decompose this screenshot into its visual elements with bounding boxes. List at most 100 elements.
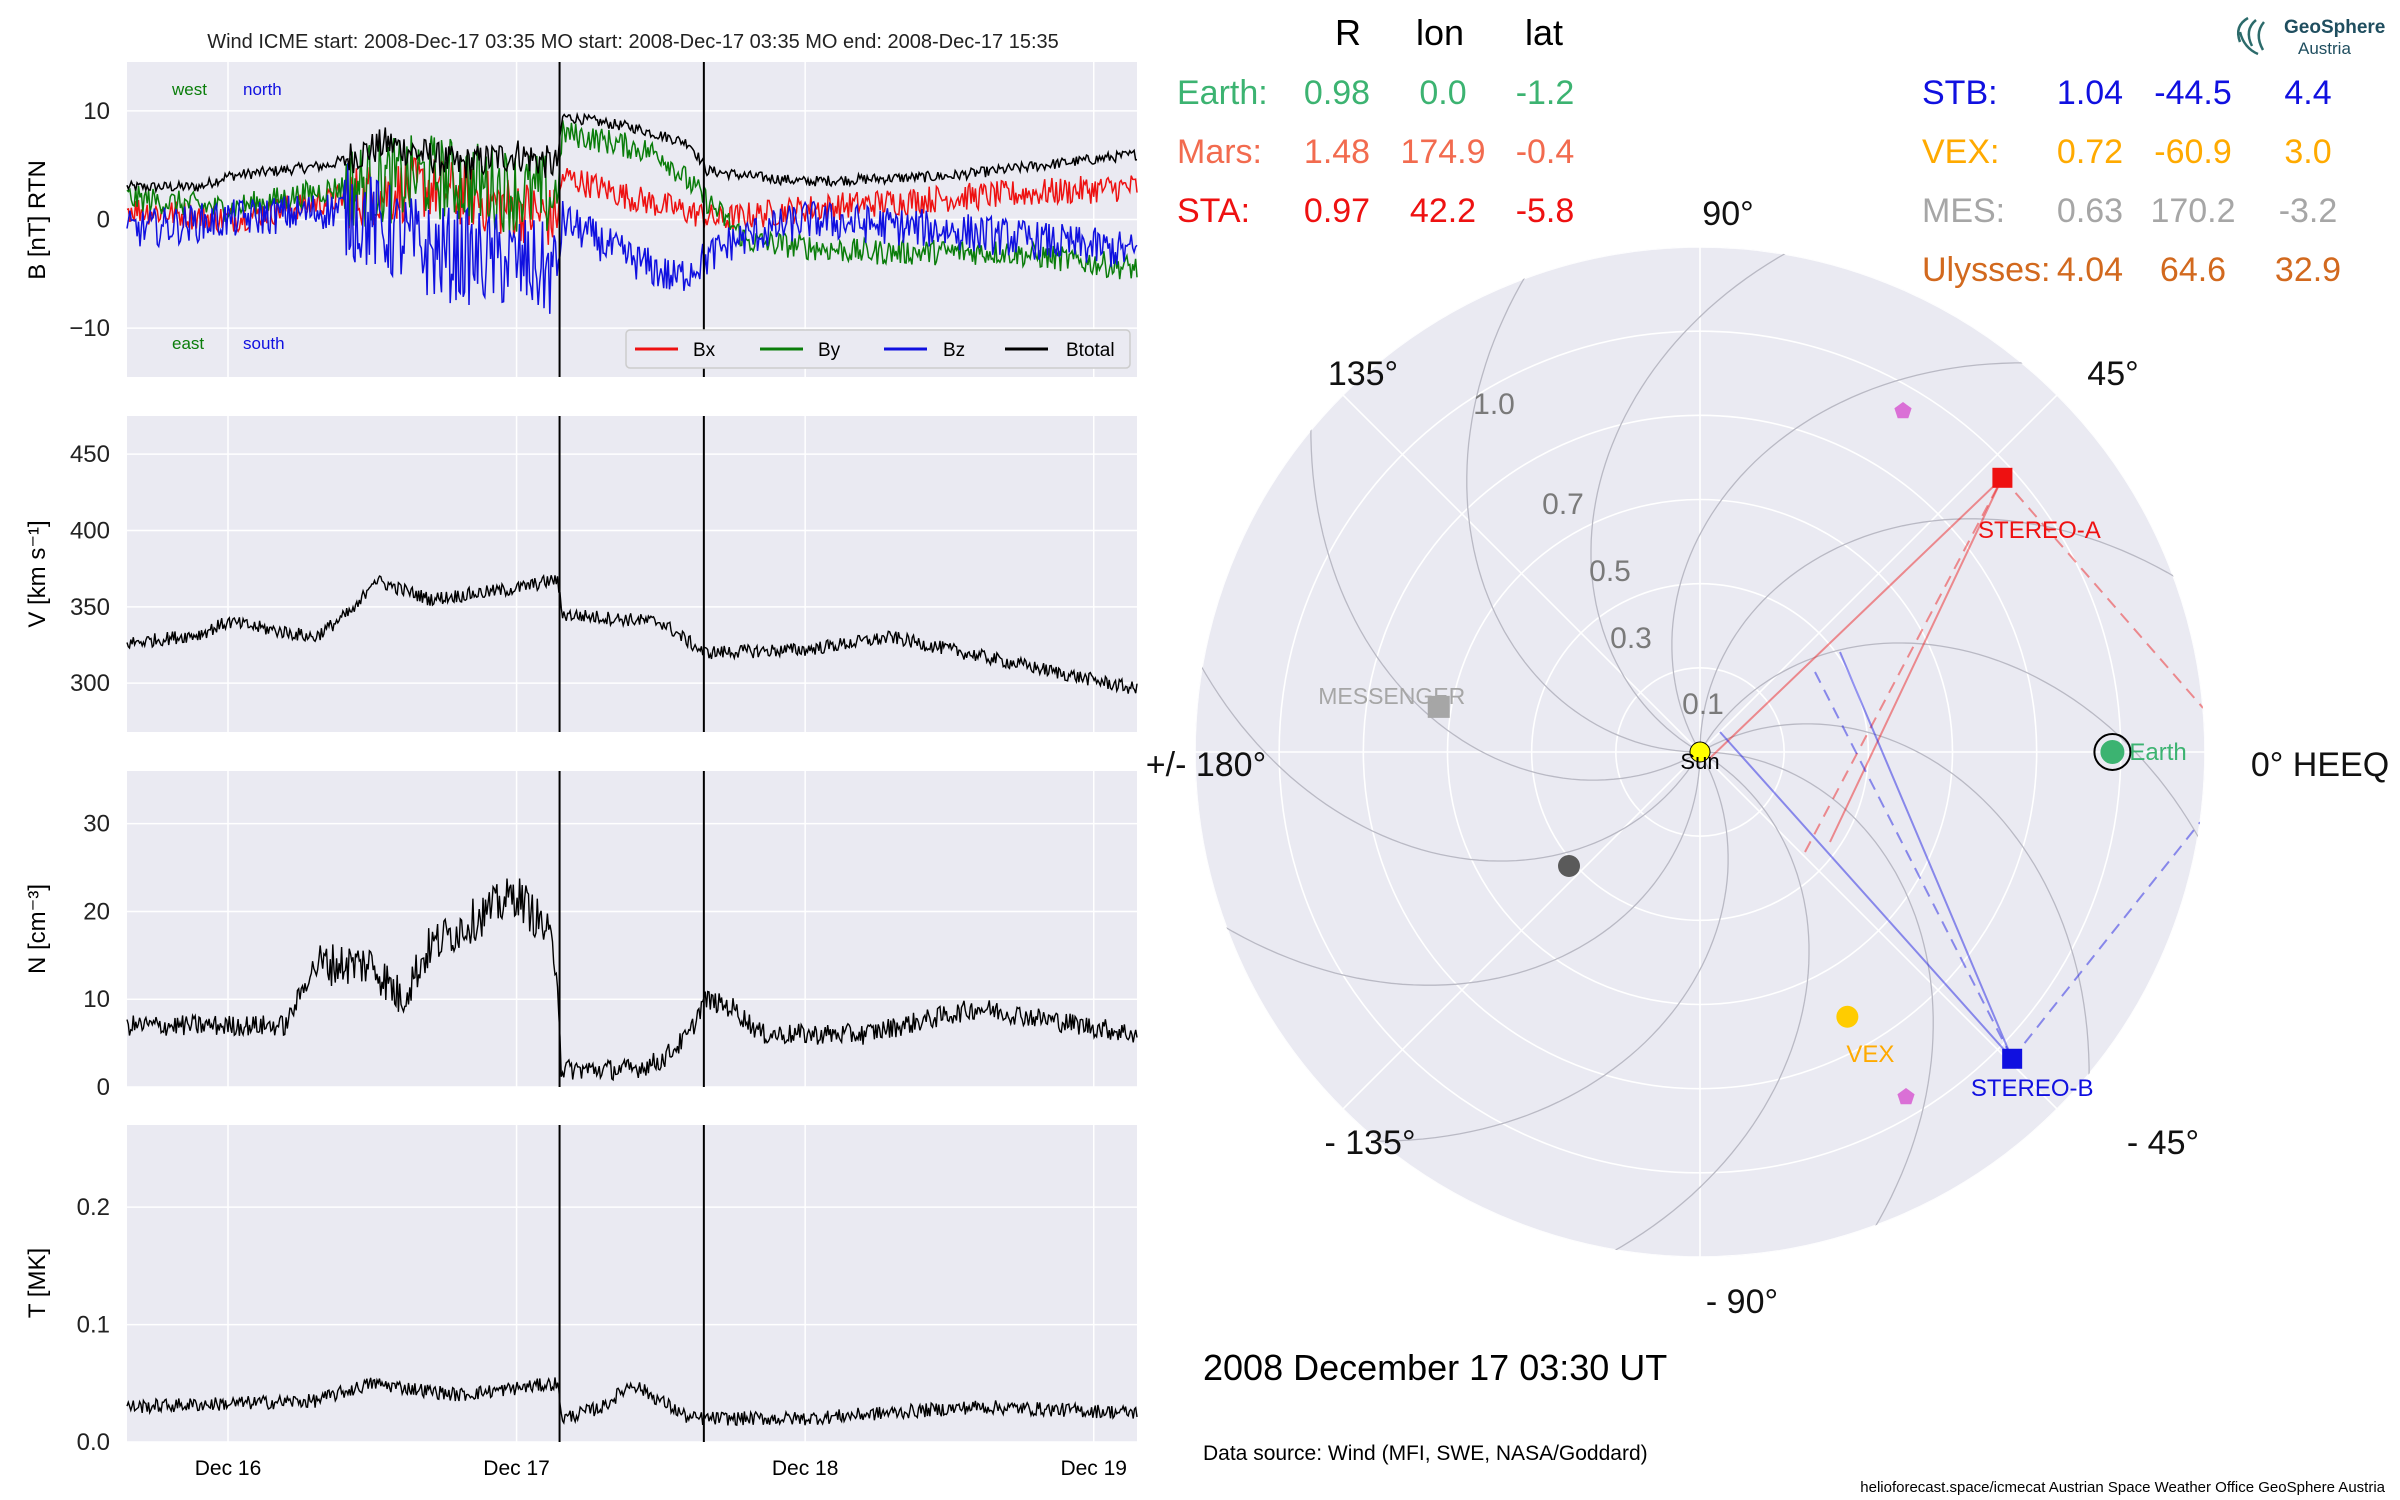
panel-n-ylabel: N [cm⁻³] xyxy=(24,884,51,974)
planet-marker-dark xyxy=(1558,855,1580,877)
temperature-line xyxy=(126,1377,1138,1427)
bx-line xyxy=(126,156,1138,245)
vex-label: VEX xyxy=(1846,1041,1894,1068)
header-lat: lat xyxy=(1525,12,1563,53)
polar-angle-label: +/- 180° xyxy=(1146,746,1266,784)
pb-ytick-label: 0 xyxy=(97,207,110,234)
parker-spiral xyxy=(1590,247,2034,753)
positions-lat-right: 32.9 xyxy=(2275,251,2341,289)
pv-ytick-label: 350 xyxy=(70,594,110,621)
sun-marker xyxy=(1689,741,1711,763)
time-tick-label: Dec 18 xyxy=(772,1457,839,1480)
pb-ytick-label: −10 xyxy=(69,315,110,342)
parker-spiral xyxy=(1694,751,1934,1257)
polar-angle-label: - 45° xyxy=(2127,1124,2199,1162)
pentagon-marker xyxy=(1897,1088,1915,1105)
header-lon: lon xyxy=(1416,12,1464,53)
pv-ytick-label: 450 xyxy=(70,441,110,468)
polar-radial-label: 0.5 xyxy=(1589,555,1631,588)
positions-lon-right: -60.9 xyxy=(2154,133,2232,171)
parker-spiral xyxy=(1195,418,1701,862)
positions-r-left: 0.98 xyxy=(1304,74,1370,112)
positions-r-right: 4.04 xyxy=(2057,251,2123,289)
polar-spoke xyxy=(1342,394,1701,753)
positions-label-left: STA: xyxy=(1177,192,1250,230)
positions-r-right: 1.04 xyxy=(2057,74,2123,112)
earth-label: Earth xyxy=(2129,739,2186,766)
pb-ytick-label: 10 xyxy=(83,98,110,125)
stb-fov-line xyxy=(2011,821,2201,1060)
stb-fov-line xyxy=(1814,671,2014,1060)
pt-ytick-label: 0.1 xyxy=(77,1312,110,1339)
polar-angle-label: 45° xyxy=(2087,355,2138,393)
positions-label-right: MES: xyxy=(1922,192,2005,230)
by-line xyxy=(126,120,1138,280)
time-tick-label: Dec 17 xyxy=(483,1457,550,1480)
pn-ytick-label: 10 xyxy=(83,986,110,1013)
panel-b-legend: Bx By Bz Btotal xyxy=(625,329,1131,369)
positions-lat-left: -5.8 xyxy=(1516,192,1575,230)
positions-label-left: Earth: xyxy=(1177,74,1268,112)
panel-t-ylabel: T [MK] xyxy=(24,1248,51,1318)
footer-credits: helioforecast.space/icmecat Austrian Spa… xyxy=(1860,1479,2385,1496)
parker-spiral xyxy=(1699,642,2205,1086)
logo-line1: GeoSphere xyxy=(2284,17,2385,38)
date-label: 2008 December 17 03:30 UT xyxy=(1203,1347,1667,1388)
positions-lon-left: 0.0 xyxy=(1419,74,1466,112)
positions-label-left: Mars: xyxy=(1177,133,1262,171)
panel-t-background xyxy=(127,1125,1137,1442)
legend-label-by: By xyxy=(818,340,841,361)
legend-label-btotal: Btotal xyxy=(1066,340,1115,361)
positions-r-left: 0.97 xyxy=(1304,192,1370,230)
pt-ytick-label: 0.0 xyxy=(77,1429,110,1456)
north-annotation: north xyxy=(243,80,282,99)
panel-n-background xyxy=(127,771,1137,1087)
density-line xyxy=(126,878,1138,1082)
polar-radial-label: 0.1 xyxy=(1682,688,1724,721)
positions-lat-left: -1.2 xyxy=(1516,74,1575,112)
parker-spiral xyxy=(1699,518,2205,758)
panel-n: 30 20 10 0 N [cm⁻³] xyxy=(24,771,1138,1101)
pn-ytick-label: 30 xyxy=(83,811,110,838)
positions-label-right: Ulysses: xyxy=(1922,251,2050,289)
panel-t: 0.2 0.1 0.0 T [MK] xyxy=(24,1125,1138,1456)
polar-plot: Sun Earth STEREO-A STEREO-B VEX MESSENGER 90°… xyxy=(1146,195,2389,1321)
positions-table: R lon lat Earth: 0.98 0.0 -1.2 Mars: 1.48 174.… xyxy=(1177,12,2341,289)
positions-lat-left: -0.4 xyxy=(1516,133,1575,171)
sun-label: Sun xyxy=(1680,749,1719,774)
south-annotation: south xyxy=(243,334,285,353)
positions-lat-right: 3.0 xyxy=(2284,133,2331,171)
positions-lon-right: 64.6 xyxy=(2160,251,2226,289)
stereo-a-marker xyxy=(1992,467,2013,488)
polar-angle-label: 0° HEEQ xyxy=(2251,746,2389,784)
positions-r-right: 0.72 xyxy=(2057,133,2123,171)
pentagon-marker xyxy=(1894,402,1912,419)
parker-spiral xyxy=(1366,751,1810,1257)
polar-radial-label: 0.3 xyxy=(1610,622,1652,655)
logo-swirl-icon xyxy=(2237,16,2265,56)
polar-spoke xyxy=(1699,394,2058,753)
sta-fov-line xyxy=(2001,477,2204,709)
positions-r-right: 0.63 xyxy=(2057,192,2123,230)
panel-v: 450 400 350 300 V [km s⁻¹] xyxy=(24,416,1138,732)
panel-v-background xyxy=(127,416,1137,732)
panel-b-ylabel: B [nT] RTN xyxy=(24,160,51,280)
btotal-line xyxy=(126,111,1138,194)
panel-v-ylabel: V [km s⁻¹] xyxy=(24,520,51,627)
positions-lon-left: 42.2 xyxy=(1410,192,1476,230)
sta-connection-line xyxy=(1709,477,2004,759)
pv-ytick-label: 300 xyxy=(70,670,110,697)
polar-radial-label: 1.0 xyxy=(1473,388,1515,421)
header-r: R xyxy=(1335,12,1361,53)
positions-label-right: VEX: xyxy=(1922,133,1999,171)
polar-angle-label: 135° xyxy=(1328,355,1398,393)
legend-label-bz: Bz xyxy=(943,340,965,361)
polar-spoke xyxy=(1342,751,1701,1110)
time-tick-label: Dec 16 xyxy=(195,1457,262,1480)
vex-marker xyxy=(1836,1005,1859,1028)
legend-box xyxy=(625,329,1131,369)
panel-b: 100−10 B [nT] RTN west north east south … xyxy=(24,62,1138,377)
west-annotation: west xyxy=(171,80,207,99)
stereo-a-label: STEREO-A xyxy=(1978,517,2101,544)
